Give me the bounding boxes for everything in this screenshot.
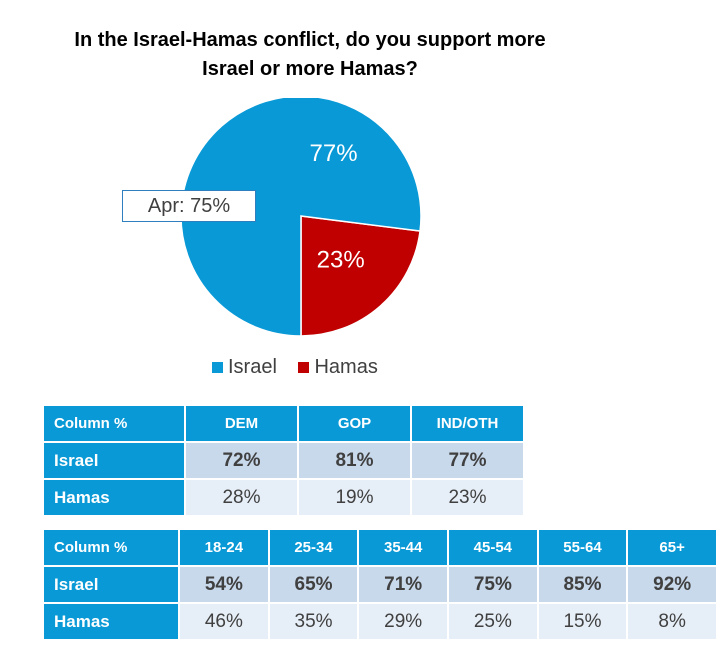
chart-title: In the Israel-Hamas conflict, do you sup… — [40, 26, 580, 84]
table-header-row: Column % 18-24 25-34 35-44 45-54 55-64 6… — [44, 530, 716, 565]
table-row: Hamas 28% 19% 23% — [44, 480, 523, 515]
table-cell: 65% — [269, 567, 358, 602]
chart-legend: Israel Hamas — [212, 356, 394, 379]
table-cell: 23% — [412, 480, 523, 515]
table-cell: 71% — [359, 567, 447, 602]
pie-label-hamas: 23% — [317, 246, 365, 273]
legend-swatch-hamas — [298, 362, 310, 373]
pie-slice-hamas — [300, 215, 421, 337]
table-cell: 35% — [269, 604, 358, 639]
table-row: Hamas 46% 35% 29% 25% 15% 8% — [44, 604, 716, 639]
column-header: 35-44 — [359, 530, 447, 565]
table-cell: 77% — [412, 443, 523, 478]
table-cell: 28% — [186, 480, 297, 515]
row-label: Israel — [44, 443, 184, 478]
table-cell: 19% — [299, 480, 410, 515]
column-header: Column % — [44, 406, 184, 441]
column-header: IND/OTH — [412, 406, 523, 441]
table-row: Israel 72% 81% 77% — [44, 443, 523, 478]
party-crosstab-table: Column % DEM GOP IND/OTH Israel 72% 81% … — [42, 404, 525, 517]
column-header: 25-34 — [269, 530, 358, 565]
column-header: 65+ — [628, 530, 716, 565]
legend-swatch-israel — [212, 362, 223, 373]
column-header: Column % — [44, 530, 179, 565]
april-annotation: Apr: 75% — [122, 190, 256, 222]
column-header: 55-64 — [538, 530, 627, 565]
table-cell: 8% — [628, 604, 716, 639]
age-crosstab-table: Column % 18-24 25-34 35-44 45-54 55-64 6… — [42, 528, 718, 641]
legend-label-hamas: Hamas — [314, 356, 378, 378]
row-label: Hamas — [44, 604, 179, 639]
legend-item-hamas: Hamas — [298, 356, 378, 379]
column-header: 45-54 — [449, 530, 537, 565]
table-cell: 54% — [180, 567, 268, 602]
chart-title-line-2: Israel or more Hamas? — [202, 58, 418, 80]
table-cell: 15% — [538, 604, 627, 639]
pie-slice-israel — [180, 98, 422, 337]
column-header: 18-24 — [180, 530, 268, 565]
table-cell: 46% — [180, 604, 268, 639]
table-cell: 81% — [299, 443, 410, 478]
row-label: Hamas — [44, 480, 184, 515]
pie-label-israel: 77% — [310, 140, 358, 167]
table-row: Israel 54% 65% 71% 75% 85% 92% — [44, 567, 716, 602]
table-cell: 72% — [186, 443, 297, 478]
table-cell: 75% — [449, 567, 537, 602]
pie-chart: 23% 77% — [180, 98, 422, 337]
column-header: GOP — [299, 406, 410, 441]
table-cell: 25% — [449, 604, 537, 639]
table-cell: 29% — [359, 604, 447, 639]
chart-title-line-1: In the Israel-Hamas conflict, do you sup… — [74, 29, 546, 51]
table-cell: 85% — [538, 567, 627, 602]
column-header: DEM — [186, 406, 297, 441]
row-label: Israel — [44, 567, 179, 602]
table-header-row: Column % DEM GOP IND/OTH — [44, 406, 523, 441]
legend-label-israel: Israel — [228, 356, 277, 378]
table-cell: 92% — [628, 567, 716, 602]
legend-item-israel: Israel — [212, 356, 277, 379]
